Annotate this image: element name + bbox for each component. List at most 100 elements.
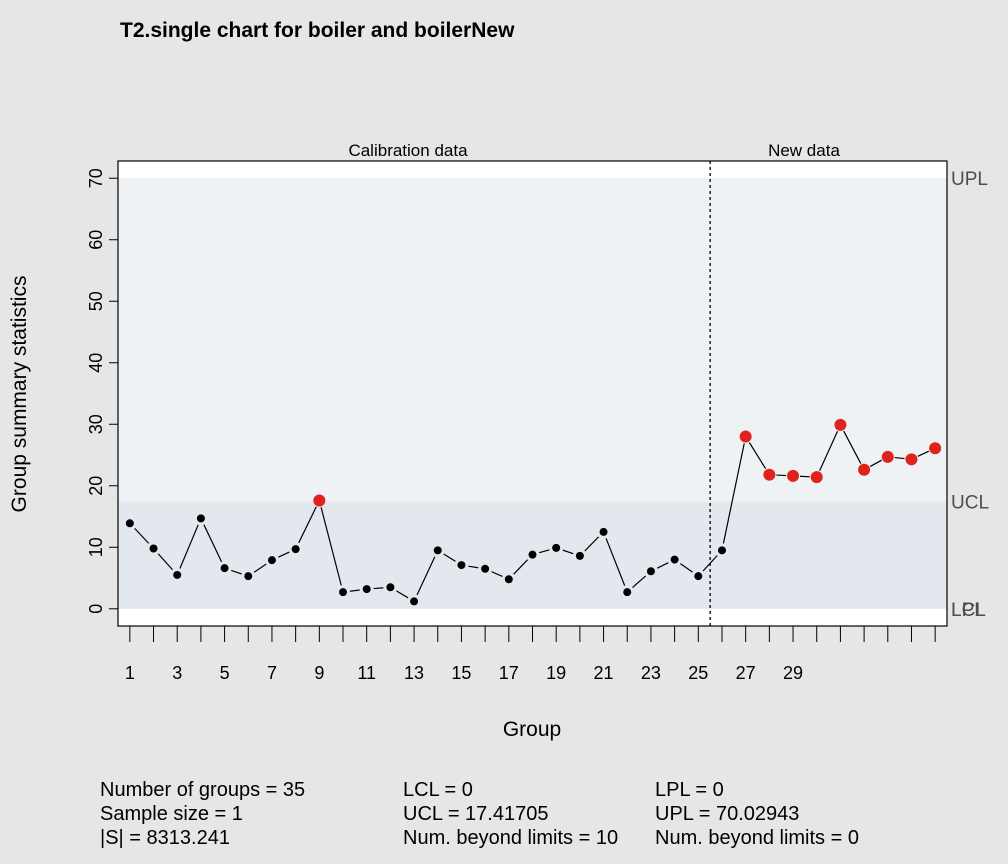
calibration-section-label: Calibration data (348, 141, 468, 160)
y-tick-label: 30 (86, 414, 106, 434)
stat-beyond-control-limits: Num. beyond limits = 10 (403, 827, 619, 849)
point-in-control (670, 555, 679, 564)
point-in-control (149, 544, 158, 553)
series-segment (800, 475, 810, 478)
x-tick-label: 17 (499, 663, 519, 683)
point-beyond-limits (787, 469, 800, 482)
series-segment (539, 549, 550, 554)
point-in-control (362, 585, 371, 594)
x-tick-label: 27 (736, 663, 756, 683)
series-segment (253, 563, 267, 573)
point-in-control (694, 572, 703, 581)
x-tick-label: 25 (688, 663, 708, 683)
series-segment (819, 430, 839, 472)
point-beyond-limits (881, 450, 894, 463)
stats-column-prediction-limits: LPL = 0 UPL = 70.02943 Num. beyond limit… (655, 778, 859, 850)
point-beyond-limits (834, 418, 847, 431)
chart-title: T2.single chart for boiler and boilerNew (120, 19, 515, 42)
x-tick-label: 11 (357, 663, 376, 683)
series-segment (869, 459, 882, 467)
point-in-control (173, 570, 182, 579)
limit-label-lpl: LPL (951, 600, 985, 621)
series-segment (584, 536, 600, 552)
y-tick-label: 20 (86, 476, 106, 496)
point-in-control (575, 551, 584, 560)
point-beyond-limits (810, 471, 823, 484)
point-in-control (196, 514, 205, 523)
x-tick-label: 15 (451, 663, 471, 683)
point-in-control (504, 575, 513, 584)
stat-beyond-prediction-limits: Num. beyond limits = 0 (655, 827, 859, 849)
series-segment (396, 590, 409, 599)
stat-number-of-groups: Number of groups = 35 (100, 779, 306, 801)
point-in-control (291, 545, 300, 554)
x-tick-label: 23 (641, 663, 661, 683)
series-segment (320, 507, 342, 586)
stats-column-groups: Number of groups = 35 Sample size = 1 |S… (100, 778, 305, 850)
series-segment (632, 575, 647, 588)
point-in-control (267, 556, 276, 565)
series-segment (894, 456, 905, 460)
point-in-control (552, 543, 561, 552)
stat-lcl: LCL = 0 (403, 779, 473, 801)
point-beyond-limits (313, 494, 326, 507)
limit-label-ucl: UCL (951, 493, 989, 514)
series-segment (416, 556, 436, 596)
y-axis-label: Group summary statistics (8, 276, 31, 513)
point-in-control (528, 550, 537, 559)
point-beyond-limits (905, 453, 918, 466)
series-segment (776, 474, 787, 477)
series-segment (179, 524, 199, 569)
point-in-control (457, 561, 466, 570)
series-segment (917, 450, 930, 457)
point-in-control (386, 583, 395, 592)
x-axis-label: Group (503, 718, 561, 741)
series-segment (702, 555, 718, 572)
x-tick-label: 5 (220, 663, 230, 683)
stat-sample-size: Sample size = 1 (100, 803, 243, 825)
series-segment (134, 527, 150, 544)
y-tick-label: 60 (86, 230, 106, 250)
series-segment (468, 565, 479, 569)
stat-ucl: UCL = 17.41705 (403, 803, 549, 825)
point-in-control (433, 546, 442, 555)
series-segment (373, 587, 384, 590)
point-in-control (599, 527, 608, 536)
new-data-section-label: New data (768, 141, 840, 160)
x-tick-label: 9 (314, 663, 324, 683)
limit-label-upl: UPL (951, 169, 988, 190)
x-tick-label: 7 (267, 663, 277, 683)
point-beyond-limits (929, 442, 942, 455)
stat-lpl: LPL = 0 (655, 779, 724, 801)
point-in-control (481, 564, 490, 573)
series-segment (349, 589, 360, 592)
x-tick-label: 13 (404, 663, 424, 683)
series-segment (157, 553, 173, 571)
series-segment (680, 563, 693, 573)
series-segment (278, 551, 290, 558)
point-beyond-limits (763, 468, 776, 481)
y-tick-label: 10 (86, 537, 106, 557)
point-in-control (410, 597, 419, 606)
series-segment (491, 571, 503, 577)
x-tick-label: 21 (594, 663, 614, 683)
series-segment (513, 559, 529, 575)
y-tick-label: 40 (86, 353, 106, 373)
point-beyond-limits (739, 430, 752, 443)
series-segment (203, 524, 223, 563)
series-segment (443, 553, 456, 562)
x-tick-label: 19 (546, 663, 566, 683)
series-segment (843, 430, 862, 464)
stat-determinant: |S| = 8313.241 (100, 827, 230, 849)
point-in-control (717, 546, 726, 555)
x-tick-label: 29 (783, 663, 803, 683)
point-in-control (244, 572, 253, 581)
series-segment (562, 549, 574, 555)
y-tick-label: 0 (86, 604, 106, 614)
point-in-control (623, 588, 632, 597)
limit-label-lcl: LCL (951, 600, 986, 621)
series-segment (231, 569, 242, 575)
x-tick-label: 3 (172, 663, 182, 683)
y-tick-label: 50 (86, 291, 106, 311)
